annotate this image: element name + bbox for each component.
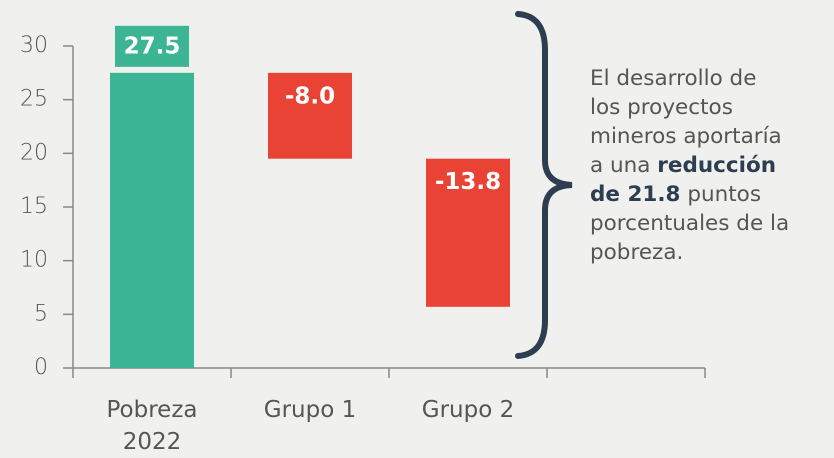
annotation-text: puntos: [680, 182, 762, 207]
value-label-box: [115, 25, 189, 67]
annotation-line: de 21.8 puntos: [590, 180, 834, 209]
y-tick-label: 25: [20, 87, 48, 112]
annotation-line: los proyectos: [590, 93, 834, 122]
annotation-text: a una: [590, 153, 658, 178]
annotation-line: mineros aportaría: [590, 122, 834, 151]
y-tick-label: 20: [20, 140, 48, 165]
bar: [268, 72, 352, 159]
annotation-text: mineros aportaría: [590, 124, 782, 149]
x-tick-label: Pobreza 2022: [106, 397, 198, 455]
value-label: -8.0: [285, 83, 335, 109]
y-tick-label: 0: [34, 355, 48, 380]
annotation-line: a una reducción: [590, 151, 834, 180]
annotation-text: pobreza.: [590, 240, 684, 265]
y-tick-label: 15: [20, 194, 48, 219]
value-label: -13.8: [435, 169, 501, 195]
bar: [110, 72, 194, 368]
bar: [426, 158, 510, 307]
brace: [515, 11, 573, 359]
annotation-line: pobreza.: [590, 238, 834, 267]
annotation-line: porcentuales de la: [590, 209, 834, 238]
annotation-text: El desarrollo de: [590, 66, 757, 91]
annotation-text: de 21.8: [590, 182, 681, 207]
y-tick-label: 30: [20, 33, 48, 58]
annotation-text: porcentuales de la: [590, 211, 790, 236]
x-tick-label: Grupo 2: [421, 397, 515, 423]
annotation-line: El desarrollo de: [590, 64, 834, 93]
annotation-text: los proyectos: [590, 95, 733, 120]
annotation-text: reducción: [657, 153, 777, 178]
y-tick-label: 10: [20, 248, 48, 273]
value-label: 27.5: [124, 33, 181, 59]
x-tick-label: Grupo 1: [263, 397, 357, 423]
y-tick-label: 5: [34, 301, 48, 326]
annotation: El desarrollo de los proyectos mineros apo…: [590, 64, 834, 267]
